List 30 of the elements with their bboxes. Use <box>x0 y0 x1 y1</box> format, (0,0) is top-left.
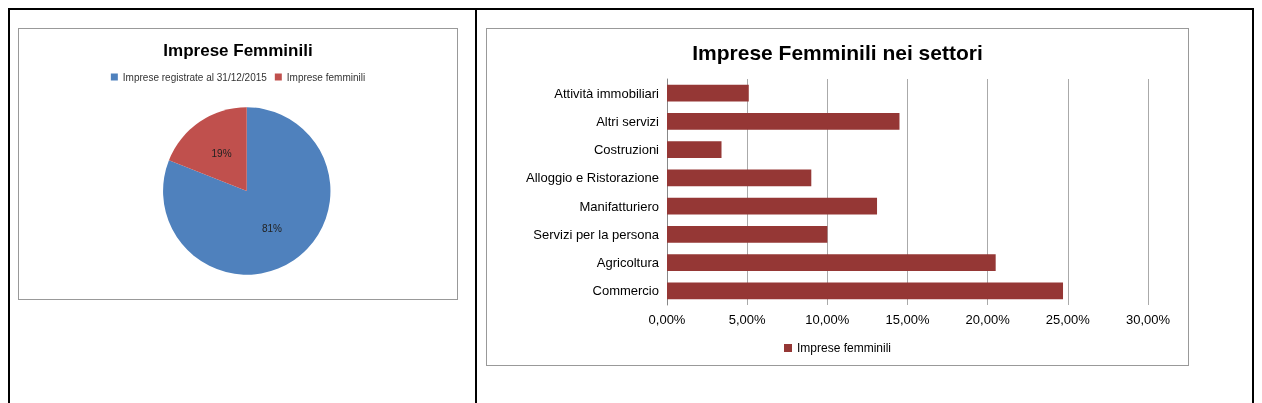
bar <box>667 225 828 243</box>
y-tick-label: Commercio <box>592 283 659 299</box>
x-tick-label: 5,00% <box>728 312 767 327</box>
x-tick-label: 0,00% <box>648 312 686 327</box>
x-tick-label: 10,00% <box>805 312 850 327</box>
y-tick-label: Costruzioni <box>593 142 660 158</box>
legend-label: Imprese registrate al 31/12/2015 <box>122 71 268 83</box>
y-tick-label: Servizi per la persona <box>533 226 660 242</box>
legend-label: Imprese femminili <box>286 71 366 83</box>
chart-title: Imprese Femminili <box>163 41 313 60</box>
y-tick-label: Altri servizi <box>596 113 660 129</box>
y-tick-label: Manifatturiero <box>579 198 659 214</box>
bar <box>667 197 878 215</box>
bar <box>667 141 722 159</box>
x-tick-label: 15,00% <box>885 312 930 327</box>
bar <box>667 169 812 187</box>
y-tick-label: Alloggio e Ristorazione <box>526 170 659 186</box>
data-label: 81% <box>261 222 283 234</box>
bar <box>667 84 749 102</box>
y-tick-label: Attività immobiliari <box>554 85 660 101</box>
data-label: 19% <box>211 148 232 160</box>
x-tick-label: 20,00% <box>965 312 1011 327</box>
x-tick-label: 25,00% <box>1045 312 1091 327</box>
legend-label: Imprese femminili <box>796 341 892 355</box>
x-tick-label: 30,00% <box>1125 312 1171 327</box>
bar <box>667 282 1064 300</box>
chart-title: Imprese Femminili nei settori <box>692 41 983 64</box>
bar <box>667 112 900 130</box>
bar <box>667 254 996 272</box>
y-tick-label: Agricoltura <box>596 255 660 271</box>
